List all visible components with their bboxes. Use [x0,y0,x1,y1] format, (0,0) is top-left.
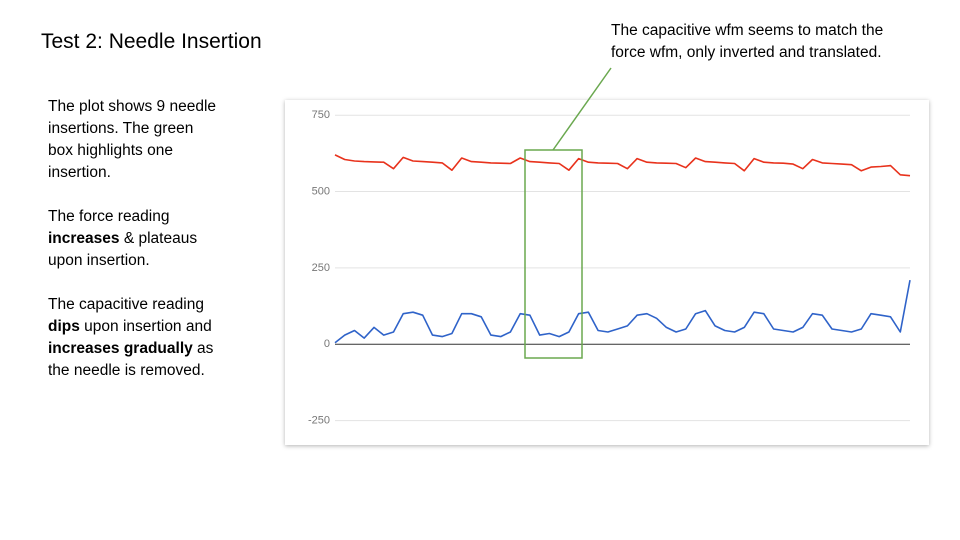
note-paragraph: The force reading increases & plateaus u… [48,206,220,272]
note-paragraph: The capacitive reading dips upon inserti… [48,294,220,382]
note-text: dips [48,318,80,335]
callout: The capacitive wfm seems to match the fo… [611,22,884,61]
note-text: as the needle is removed. [48,340,214,379]
note-text: upon insertion and [79,318,212,335]
note-text: increases gradually [48,340,193,357]
slide-title: Test 2: Needle Insertion [41,30,262,53]
notes: The plot shows 9 needle insertions. The … [48,96,220,404]
note-paragraph: The plot shows 9 needle insertions. The … [48,96,220,184]
y-tick-label: 250 [312,262,330,274]
y-tick-label: 750 [312,109,330,121]
note-text: & plateaus upon insertion. [48,230,198,269]
note-text: The plot shows 9 needle insertions. The … [48,98,217,181]
callout-line [552,67,612,151]
y-tick-label: 500 [312,185,330,197]
y-tick-label: -250 [308,414,330,426]
series-line [334,279,911,344]
note-text: increases [48,230,120,247]
y-tick-label: 0 [324,338,330,350]
note-text: The force reading [48,208,170,225]
series-line [334,154,911,177]
chart-card [285,100,929,445]
note-text: The capacitive reading [48,296,204,313]
